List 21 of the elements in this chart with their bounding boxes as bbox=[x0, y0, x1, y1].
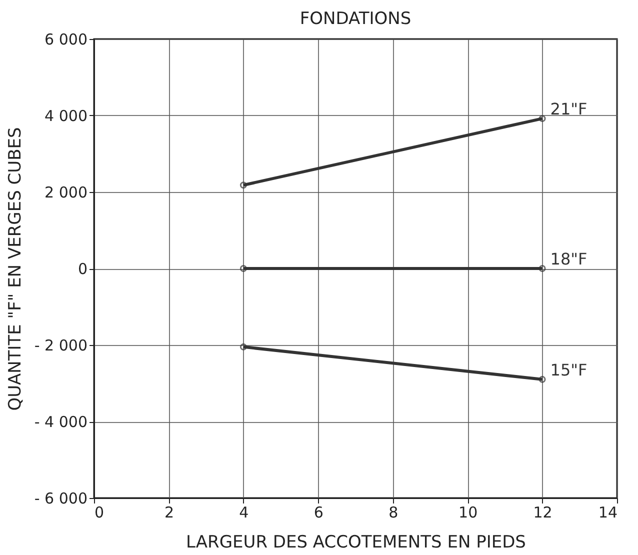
series-label: 21"F bbox=[550, 100, 588, 119]
series-label: 15"F bbox=[550, 360, 588, 380]
y-tick-label: - 2 000 bbox=[34, 336, 88, 354]
y-axis-title: QUANTITE "F" EN VERGES CUBES bbox=[5, 127, 26, 411]
series-label: 18"F bbox=[550, 250, 588, 268]
x-tick-label: 14 bbox=[598, 504, 618, 522]
y-tick-label: 0 bbox=[78, 260, 88, 278]
x-tick-label: 2 bbox=[164, 504, 174, 522]
x-tick-label: 10 bbox=[458, 504, 478, 522]
x-tick-label: 8 bbox=[388, 504, 398, 522]
x-tick-label: 4 bbox=[239, 504, 249, 522]
y-tick-label: - 4 000 bbox=[34, 413, 88, 431]
x-tick-label: 6 bbox=[314, 504, 324, 522]
y-tick-label: 4 000 bbox=[44, 107, 88, 125]
y-tick-label: 2 000 bbox=[44, 184, 88, 202]
chart-title: FONDATIONS bbox=[300, 9, 412, 29]
x-tick-label: 12 bbox=[533, 504, 552, 522]
x-axis-title: LARGEUR DES ACCOTEMENTS EN PIEDS bbox=[186, 532, 526, 552]
y-tick-label: - 6 000 bbox=[34, 490, 88, 508]
x-tick-label: 0 bbox=[94, 504, 104, 522]
y-tick-label: 6 000 bbox=[44, 30, 88, 48]
